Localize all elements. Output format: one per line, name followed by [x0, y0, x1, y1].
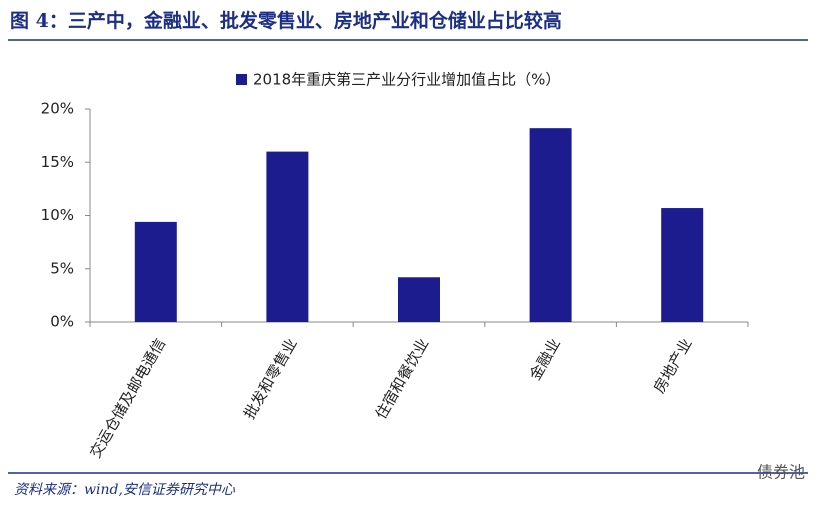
legend-label: 2018年重庆第三产业分行业增加值占比（%）	[253, 71, 560, 89]
bar	[398, 277, 440, 322]
x-tick-label: 交运仓储及邮电通信	[86, 335, 169, 461]
x-tick-label: 批发和零售业	[240, 335, 301, 422]
bar	[134, 221, 177, 322]
source: 资料来源：wind,安信证券研究中心	[14, 482, 236, 498]
y-tick-label: 0%	[50, 313, 74, 331]
chart-title: 图 4：三产中，金融业、批发零售业、房地产业和仓储业占比较高	[10, 9, 562, 32]
bar	[266, 151, 309, 322]
watermark: 债券池	[757, 463, 805, 482]
legend-swatch	[236, 74, 247, 85]
x-tick-label: 金融业	[526, 335, 564, 383]
bar	[529, 128, 572, 322]
x-tick-label: 房地产业	[650, 335, 696, 396]
y-tick-label: 5%	[50, 259, 74, 277]
y-tick-label: 15%	[41, 153, 74, 171]
x-tick-label: 住宿和餐饮业	[372, 335, 433, 422]
y-tick-label: 20%	[41, 100, 74, 118]
bar	[661, 208, 704, 322]
y-tick-label: 10%	[41, 206, 74, 224]
